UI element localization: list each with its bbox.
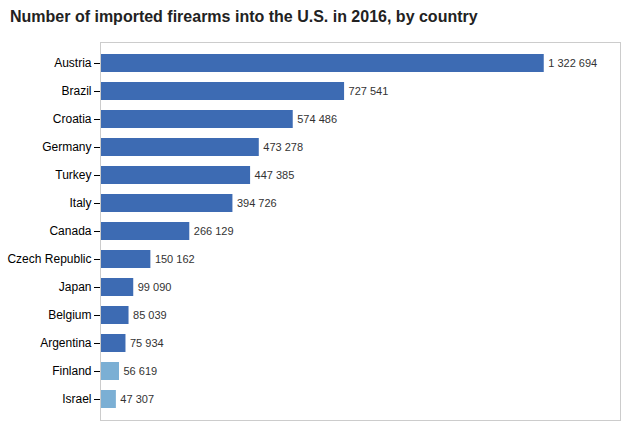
svg-text:Israel: Israel <box>62 392 91 406</box>
svg-text:150 162: 150 162 <box>155 253 195 265</box>
svg-text:727 541: 727 541 <box>349 85 389 97</box>
svg-text:Japan: Japan <box>59 280 92 294</box>
svg-text:75 934: 75 934 <box>130 337 164 349</box>
svg-text:Belgium: Belgium <box>48 308 91 322</box>
svg-text:Germany: Germany <box>42 140 91 154</box>
html-text:Number of imported firearms in: Number of imported firearms into the U.S… <box>10 8 478 25</box>
svg-text:Croatia: Croatia <box>53 112 92 126</box>
svg-text:Austria: Austria <box>54 56 92 70</box>
svg-text:Turkey: Turkey <box>55 168 91 182</box>
svg-text:Argentina: Argentina <box>40 336 92 350</box>
svg-text:Finland: Finland <box>52 364 91 378</box>
svg-text:56 619: 56 619 <box>123 365 157 377</box>
svg-text:Brazil: Brazil <box>61 84 91 98</box>
svg-text:394 726: 394 726 <box>237 197 277 209</box>
svg-text:99 090: 99 090 <box>138 281 172 293</box>
svg-text:Canada: Canada <box>49 224 91 238</box>
svg-text:47 307: 47 307 <box>120 393 154 405</box>
svg-text:85 039: 85 039 <box>133 309 167 321</box>
svg-text:1 322 694: 1 322 694 <box>548 57 597 69</box>
svg-text:Italy: Italy <box>69 196 91 210</box>
svg-text:574 486: 574 486 <box>297 113 337 125</box>
svg-text:447 385: 447 385 <box>255 169 295 181</box>
svg-text:Czech Republic: Czech Republic <box>7 252 91 266</box>
svg-text:266 129: 266 129 <box>194 225 234 237</box>
svg-text:473 278: 473 278 <box>263 141 303 153</box>
